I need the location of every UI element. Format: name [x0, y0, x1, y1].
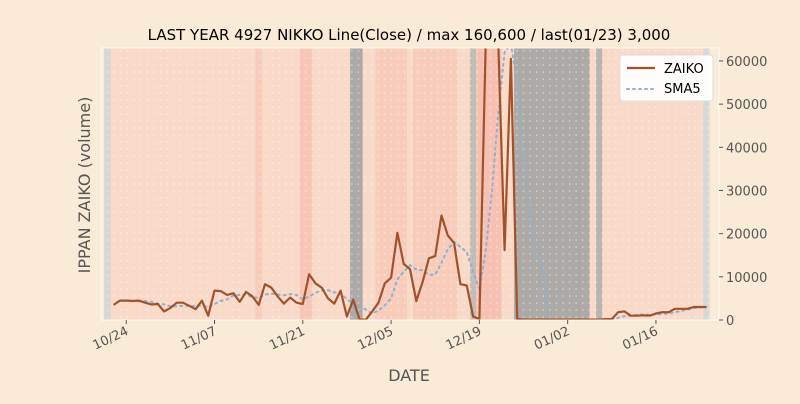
- x-tick-label: 12/05: [355, 324, 395, 353]
- series-line-zaiko: [112, 48, 707, 320]
- x-tick-label: 11/21: [267, 324, 307, 353]
- legend: ZAIKO SMA5: [619, 54, 714, 102]
- x-axis-label: DATE: [388, 366, 430, 385]
- y-tick-label: 50000: [726, 98, 767, 113]
- y-tick-label: 60000: [726, 55, 767, 70]
- x-tick-label: 12/19: [444, 324, 484, 353]
- legend-label-sma5: SMA5: [664, 82, 701, 97]
- chart-title: LAST YEAR 4927 NIKKO Line(Close) / max 1…: [148, 26, 671, 44]
- y-tick-label: 20000: [726, 228, 767, 243]
- plot-frame: [100, 47, 720, 321]
- x-tick-label: 10/24: [91, 324, 131, 353]
- legend-label-zaiko: ZAIKO: [664, 62, 704, 77]
- y-tick-label: 30000: [726, 184, 767, 199]
- x-tick-label: 01/02: [532, 324, 572, 353]
- legend-box: [619, 54, 714, 102]
- x-tick-label: 01/16: [620, 324, 660, 353]
- x-tick-label: 11/07: [179, 324, 219, 353]
- y-tick-label: 10000: [726, 271, 767, 286]
- y-axis-label: IPPAN ZAIKO (volume): [75, 97, 94, 274]
- y-tick-label: 40000: [726, 141, 767, 156]
- y-tick-label: 0: [726, 314, 734, 329]
